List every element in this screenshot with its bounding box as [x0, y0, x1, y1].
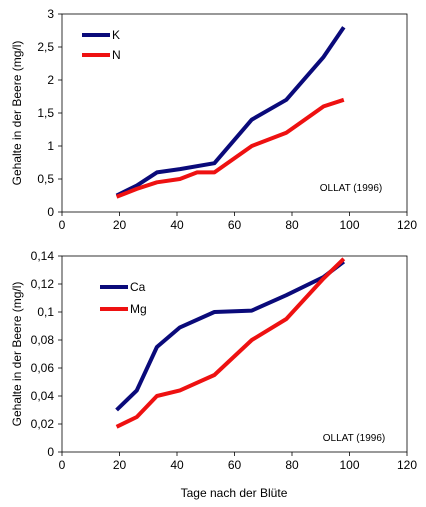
legend-label-mg: Mg [130, 302, 147, 316]
y-axis-label: Gehalte in der Beere (mg/l) [10, 282, 24, 427]
y-tick-label: 0,5 [37, 172, 54, 186]
x-tick-label: 0 [59, 218, 66, 232]
y-tick-label: 0,12 [31, 277, 55, 291]
x-axis-label: Tage nach der Blüte [181, 486, 288, 500]
x-tick-label: 20 [113, 218, 127, 232]
y-tick-label: 0,14 [31, 249, 55, 263]
y-tick-label: 0,1 [37, 305, 54, 319]
x-axis: 0 20 40 60 80 100 120 [59, 212, 417, 232]
chart-panel-bottom: 0 20 40 60 80 100 120 0 0,02 0,04 0,06 0,08 0,1 0,12… [10, 249, 417, 500]
x-tick-label: 60 [228, 458, 242, 472]
series-lines [115, 26, 346, 199]
series-line-n [115, 97, 345, 199]
chart-panel-top: 0 20 40 60 80 100 120 0 0,5 1 1,5 2 2,5 3 KN OLLAT (… [10, 7, 417, 232]
legend-label-k: K [112, 28, 120, 42]
y-tick-label: 1 [47, 139, 54, 153]
series-line-k [115, 26, 346, 198]
y-tick-label: 2,5 [37, 40, 54, 54]
y-tick-label: 1,5 [37, 106, 54, 120]
y-tick-label: 0 [47, 205, 54, 219]
y-tick-label: 0,04 [31, 389, 55, 403]
legend-label-ca: Ca [130, 280, 146, 294]
x-tick-label: 20 [113, 458, 127, 472]
series-line-ca [115, 260, 346, 412]
y-tick-label: 2 [47, 73, 54, 87]
source-annotation: OLLAT (1996) [323, 433, 385, 444]
legend: Ca Mg [100, 280, 147, 316]
series-line-mg [115, 257, 346, 429]
x-tick-label: 120 [397, 458, 417, 472]
y-tick-label: 0 [47, 445, 54, 459]
series-lines [115, 257, 346, 429]
x-tick-label: 80 [285, 218, 299, 232]
x-tick-label: 40 [170, 458, 184, 472]
y-axis-label: Gehalte in der Beere (mg/l) [10, 41, 24, 186]
x-tick-label: 100 [339, 458, 359, 472]
x-tick-label: 0 [59, 458, 66, 472]
y-tick-label: 0,02 [31, 417, 55, 431]
y-axis: 0 0,02 0,04 0,06 0,08 0,1 0,12 0,14 [31, 249, 62, 459]
x-tick-label: 100 [339, 218, 359, 232]
y-tick-label: 0,08 [31, 333, 55, 347]
x-tick-label: 60 [228, 218, 242, 232]
x-axis: 0 20 40 60 80 100 120 [59, 452, 417, 472]
x-tick-label: 40 [170, 218, 184, 232]
source-annotation: OLLAT (1996) [320, 183, 382, 194]
y-tick-label: 0,06 [31, 361, 55, 375]
x-tick-label: 80 [285, 458, 299, 472]
legend: KN [82, 28, 121, 62]
legend-label-n: N [112, 48, 121, 62]
y-axis: 0 0,5 1 1,5 2 2,5 3 [37, 7, 62, 219]
x-tick-label: 120 [397, 218, 417, 232]
y-tick-label: 3 [47, 7, 54, 21]
